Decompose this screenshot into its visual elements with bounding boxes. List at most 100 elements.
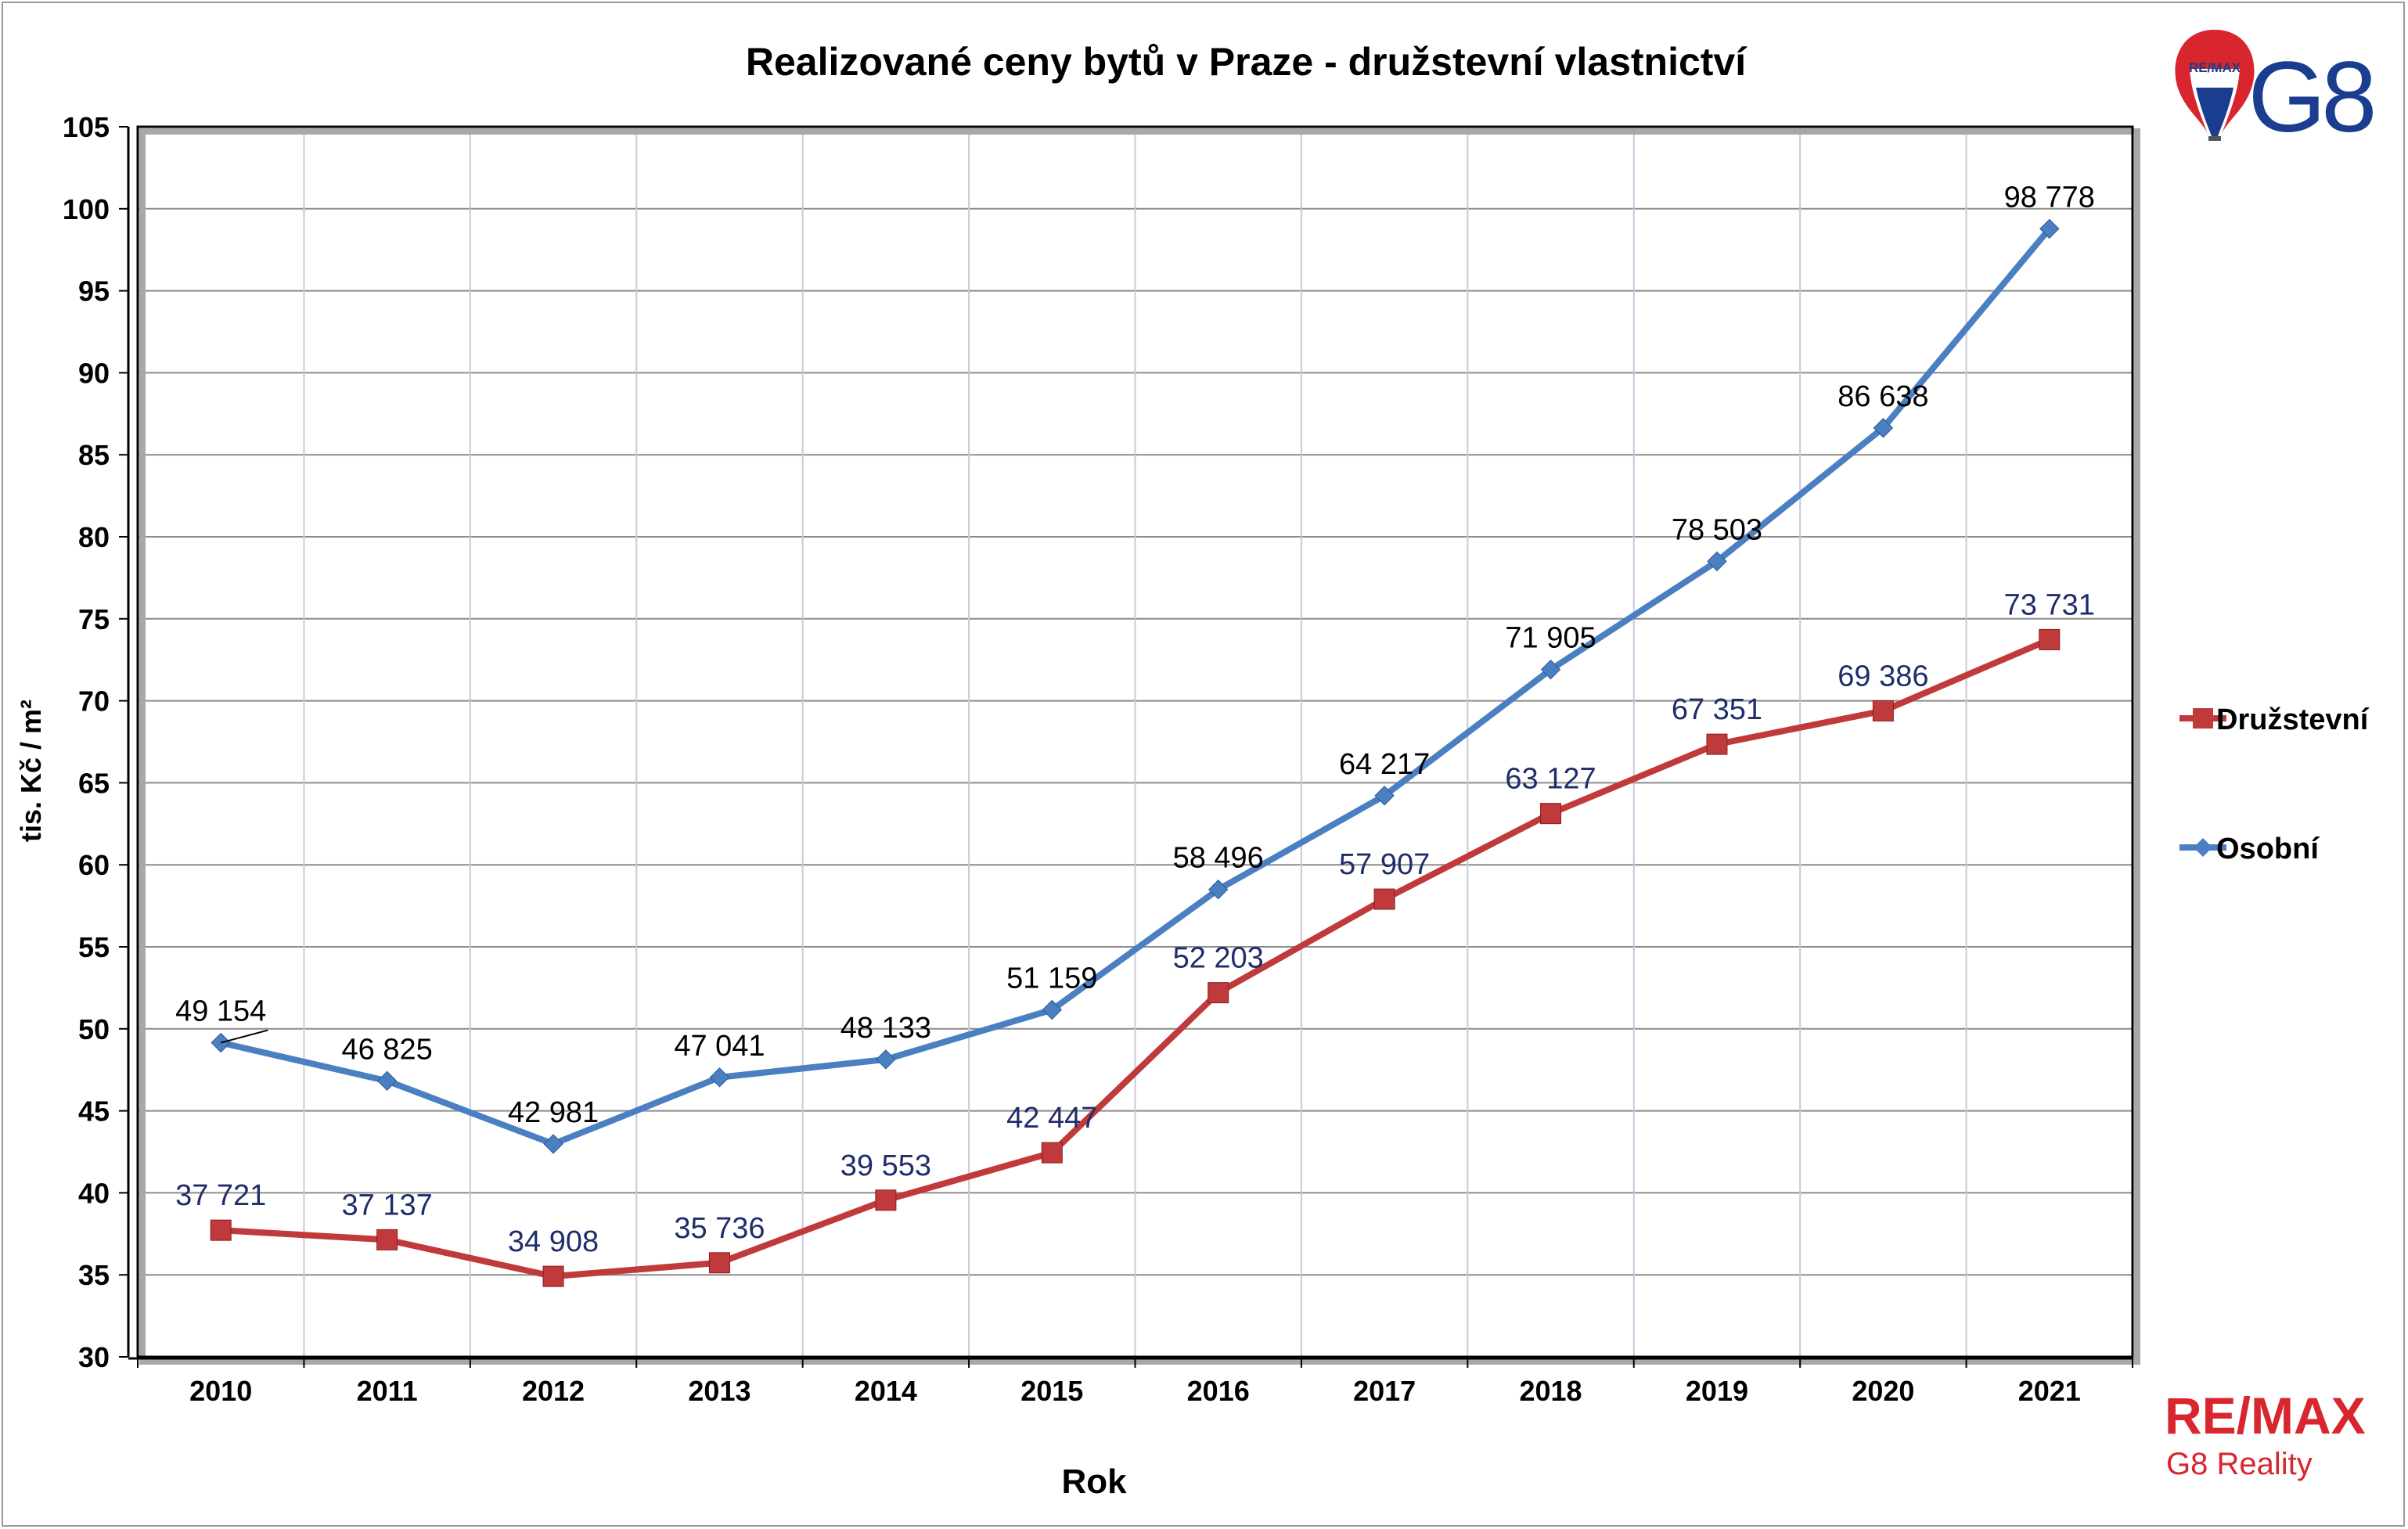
- y-tick-label: 50: [78, 1013, 110, 1045]
- data-label: 71 905: [1505, 622, 1596, 655]
- legend-label: Osobní: [2216, 833, 2320, 865]
- x-tick-label: 2018: [1519, 1375, 1582, 1407]
- data-label: 47 041: [674, 1030, 765, 1063]
- y-tick-label: 85: [78, 439, 110, 471]
- data-label: 48 133: [840, 1012, 931, 1045]
- data-label: 58 496: [1173, 842, 1264, 875]
- data-label: 57 907: [1339, 848, 1430, 881]
- marker-square: [542, 1265, 564, 1287]
- y-tick-label: 40: [78, 1177, 110, 1209]
- data-label: 42 447: [1006, 1102, 1097, 1135]
- data-labels: 37 721 37 137 34 908 35 736 39 553 42 447 52 2…: [175, 181, 2095, 1258]
- x-tick-label: 2012: [522, 1375, 585, 1407]
- marker-square: [1706, 733, 1728, 755]
- y-tick-label: 35: [78, 1259, 110, 1291]
- marker-diamond: [1208, 880, 1229, 900]
- marker-diamond: [543, 1134, 563, 1154]
- y-tick-label: 95: [78, 275, 110, 308]
- remax-subtitle-text: G8 Reality: [2166, 1447, 2313, 1481]
- y-tick-labels: 30 35 40 45 50 55 60 65 70 75 80 85 90 95 100 105: [63, 111, 110, 1373]
- data-label: 78 503: [1672, 513, 1762, 546]
- y-axis-label: tis. Kč / m²: [15, 700, 47, 842]
- data-label: 98 778: [2004, 181, 2095, 214]
- remax-g8-reality-logo: RE/MAX G8 Reality: [2165, 1387, 2366, 1481]
- marker-diamond: [709, 1067, 730, 1088]
- y-tick-label: 60: [78, 849, 110, 881]
- g8-logo-text: G8: [2248, 41, 2374, 153]
- data-label: 46 825: [342, 1033, 433, 1066]
- balloon-icon: RE/MAX: [2175, 30, 2255, 141]
- data-label: 37 721: [175, 1179, 266, 1212]
- plot-shadow: [139, 128, 2140, 1365]
- data-label: 52 203: [1173, 942, 1264, 975]
- marker-diamond: [1374, 786, 1395, 806]
- data-label: 37 137: [342, 1189, 433, 1221]
- data-label: 64 217: [1339, 748, 1430, 781]
- marker-square: [1540, 803, 1562, 825]
- marker-diamond: [1540, 659, 1561, 680]
- data-label: 35 736: [674, 1212, 765, 1245]
- data-label: 51 159: [1006, 962, 1097, 995]
- y-tick-label: 70: [78, 685, 110, 718]
- y-tick-label: 45: [78, 1095, 110, 1128]
- marker-diamond: [376, 1070, 398, 1092]
- marker-diamond: [2039, 218, 2060, 239]
- data-label: 69 386: [1837, 660, 1928, 693]
- x-tick-label: 2013: [688, 1375, 750, 1407]
- x-axis-label: Rok: [1061, 1462, 1127, 1501]
- y-tick-label: 80: [78, 521, 110, 553]
- x-tick-label: 2016: [1187, 1375, 1250, 1407]
- marker-square: [2039, 628, 2061, 650]
- legend-marker-square: [2193, 708, 2213, 729]
- legend: Družstevní Osobní: [2179, 703, 2370, 865]
- data-label: 42 981: [508, 1096, 599, 1129]
- y-tick-label: 55: [78, 931, 110, 963]
- x-tick-label: 2019: [1686, 1375, 1748, 1407]
- marker-square: [1041, 1142, 1063, 1164]
- x-tick-label: 2010: [189, 1375, 252, 1407]
- series-line-osobní: [218, 225, 2053, 1147]
- data-label-leader: [220, 1029, 268, 1044]
- legend-label: Družstevní: [2216, 703, 2370, 736]
- data-label: 39 553: [840, 1149, 931, 1182]
- x-tick-label: 2011: [357, 1375, 418, 1407]
- data-label: 67 351: [1672, 693, 1762, 726]
- y-tick-label: 30: [78, 1341, 110, 1373]
- marker-square: [1373, 888, 1395, 910]
- data-label: 63 127: [1505, 763, 1596, 796]
- x-tick-label: 2017: [1353, 1375, 1416, 1407]
- legend-marker-diamond: [2194, 838, 2212, 857]
- remax-balloon-g8-logo: RE/MAX G8: [2175, 30, 2377, 153]
- marker-square: [210, 1219, 232, 1241]
- chart-title: Realizované ceny bytů v Praze - družstev…: [746, 40, 1748, 84]
- x-tick-label: 2020: [1852, 1375, 1914, 1407]
- axes: [119, 125, 2140, 1368]
- marker-square: [376, 1229, 398, 1250]
- marker-square: [1208, 982, 1229, 1004]
- data-label: 86 638: [1837, 380, 1928, 413]
- y-tick-label: 65: [78, 767, 110, 799]
- balloon-text: RE/MAX: [2189, 60, 2241, 75]
- x-tick-label: 2021: [2018, 1375, 2081, 1407]
- y-tick-label: 90: [78, 357, 110, 389]
- y-tick-label: 100: [63, 193, 110, 225]
- y-tick-label: 75: [78, 603, 110, 635]
- series-line-družstevní: [218, 636, 2053, 1280]
- marker-diamond: [1042, 999, 1062, 1020]
- x-tick-label: 2014: [855, 1375, 917, 1407]
- marker-diamond: [876, 1049, 896, 1070]
- marker-diamond: [1707, 551, 1727, 572]
- series-group: [210, 218, 2061, 1287]
- marker-square: [1872, 700, 1894, 721]
- data-label: 49 154: [175, 995, 266, 1028]
- marker-diamond: [1873, 418, 1894, 438]
- marker-square: [875, 1189, 897, 1211]
- x-tick-labels: 2010 2011 2012 2013 2014 2015 2016 2017 2018 2019…: [189, 1375, 2081, 1407]
- marker-square: [708, 1252, 730, 1274]
- data-label: 34 908: [508, 1225, 599, 1258]
- y-tick-label: 105: [63, 111, 110, 143]
- data-label: 73 731: [2004, 588, 2095, 621]
- remax-logo-text: RE/MAX: [2165, 1387, 2366, 1444]
- x-tick-label: 2015: [1020, 1375, 1083, 1407]
